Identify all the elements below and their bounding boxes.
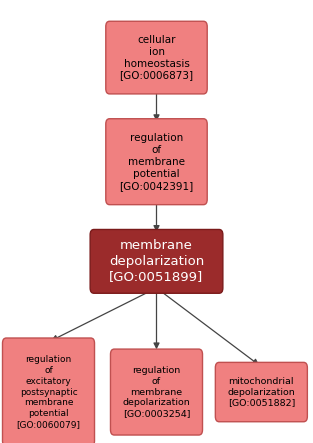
Text: cellular
ion
homeostasis
[GO:0006873]: cellular ion homeostasis [GO:0006873] (120, 35, 193, 81)
FancyBboxPatch shape (106, 21, 207, 94)
Text: membrane
depolarization
[GO:0051899]: membrane depolarization [GO:0051899] (109, 239, 204, 284)
FancyBboxPatch shape (3, 338, 95, 443)
FancyBboxPatch shape (215, 362, 307, 422)
Text: regulation
of
excitatory
postsynaptic
membrane
potential
[GO:0060079]: regulation of excitatory postsynaptic me… (17, 355, 80, 429)
Text: regulation
of
membrane
potential
[GO:0042391]: regulation of membrane potential [GO:004… (119, 133, 194, 190)
Text: regulation
of
membrane
depolarization
[GO:0003254]: regulation of membrane depolarization [G… (123, 366, 190, 418)
FancyBboxPatch shape (110, 349, 203, 435)
FancyBboxPatch shape (90, 229, 223, 293)
Text: mitochondrial
depolarization
[GO:0051882]: mitochondrial depolarization [GO:0051882… (228, 377, 295, 407)
FancyBboxPatch shape (106, 119, 207, 205)
